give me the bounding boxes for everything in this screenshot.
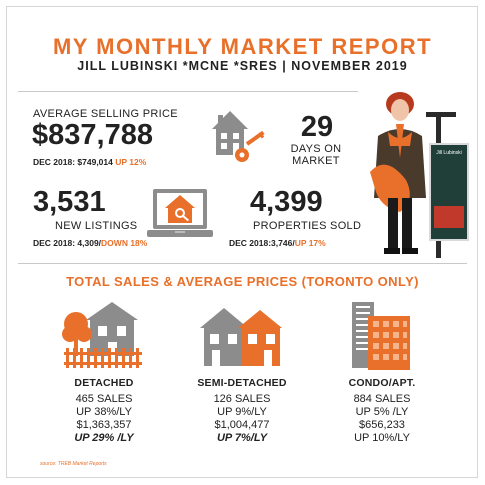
properties-sold-compare-text: DEC 2018:3,746/ (229, 238, 295, 248)
new-listings-compare-text: DEC 2018: 4,309/ (33, 238, 102, 248)
header-divider (18, 91, 358, 92)
semi-detached-sales: 126 SALES (213, 393, 271, 405)
section-divider (18, 263, 467, 264)
semi-detached-price-change: UP 7%/LY (216, 432, 268, 444)
semi-detached-house-icon (200, 308, 282, 366)
properties-sold-change: UP 17% (294, 238, 326, 248)
detached-sales-change: UP 38%/LY (76, 406, 132, 418)
detached-price: $1,363,357 (76, 419, 132, 431)
condo-name: CONDO/APT. (348, 377, 416, 389)
condo-price: $656,233 (359, 419, 405, 431)
condo-building-icon (352, 302, 410, 370)
semi-detached-price: $1,004,477 (214, 419, 270, 431)
report-frame (6, 6, 478, 478)
condo-price-change: UP 10%/LY (354, 432, 410, 444)
avg-price-label: AVERAGE SELLING PRICE (33, 108, 178, 120)
detached-stats: DETACHED 465 SALES UP 38%/LY $1,363,357 … (44, 377, 164, 445)
days-on-market-label-2: MARKET (292, 155, 340, 167)
report-subtitle: JILL LUBINSKI *MCNE *SRES | NOVEMBER 201… (77, 59, 408, 73)
detached-name: DETACHED (74, 377, 134, 389)
new-listings-label: NEW LISTINGS (55, 220, 138, 232)
new-listings-change: DOWN 18% (101, 238, 148, 248)
avg-price-compare-text: DEC 2018: $749,014 (33, 157, 113, 167)
detached-sales: 465 SALES (75, 393, 133, 405)
house-key-icon (212, 111, 265, 162)
detached-house-icon (62, 302, 142, 368)
agent-photo: Jill Lubinski (370, 92, 469, 258)
days-on-market-label-1: DAYS ON (290, 143, 342, 155)
detached-price-change: UP 29% /LY (74, 432, 134, 444)
new-listings-value: 3,531 (33, 186, 106, 218)
semi-detached-stats: SEMI-DETACHED 126 SALES UP 9%/LY $1,004,… (181, 377, 303, 445)
properties-sold-compare: DEC 2018:3,746/UP 17% (229, 238, 326, 248)
new-listings-compare: DEC 2018: 4,309/DOWN 18% (33, 238, 147, 248)
semi-detached-name: SEMI-DETACHED (197, 377, 287, 389)
report-title: MY MONTHLY MARKET REPORT (52, 34, 433, 59)
condo-stats: CONDO/APT. 884 SALES UP 5% /LY $656,233 … (322, 377, 442, 445)
condo-sales-change: UP 5% /LY (355, 406, 409, 418)
condo-sales: 884 SALES (353, 393, 411, 405)
avg-price-change: UP 12% (115, 157, 147, 167)
sign-name: Jill Lubinski (436, 150, 462, 156)
properties-sold-label: PROPERTIES SOLD (253, 220, 362, 232)
properties-sold-value: 4,399 (250, 186, 323, 218)
section-title: TOTAL SALES & AVERAGE PRICES (TORONTO ON… (66, 274, 419, 289)
source-note: source: TREB Market Reports (40, 461, 107, 467)
laptop-house-icon (147, 189, 213, 237)
semi-detached-sales-change: UP 9%/LY (217, 406, 267, 418)
avg-price-compare: DEC 2018: $749,014 UP 12% (33, 157, 146, 167)
avg-price-value: $837,788 (32, 119, 153, 151)
days-on-market-value: 29 (300, 111, 334, 143)
